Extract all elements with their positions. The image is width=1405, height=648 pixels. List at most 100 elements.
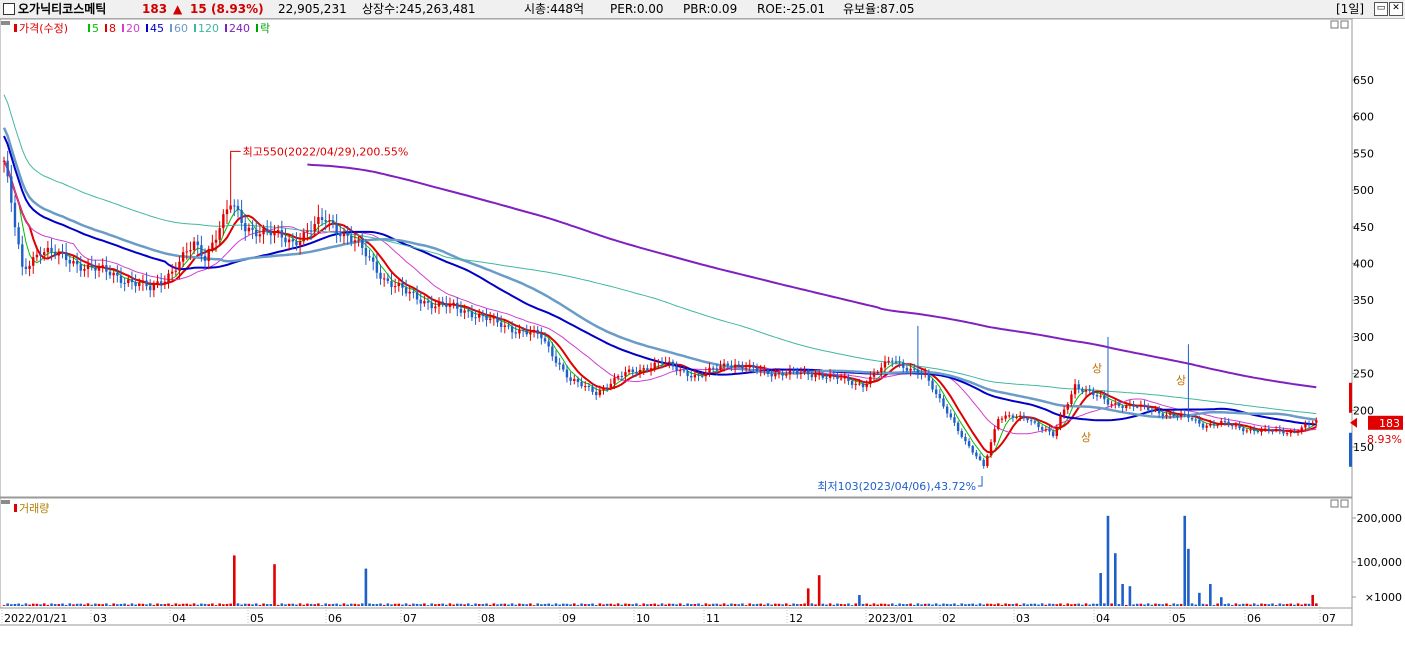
volume-bar: [1176, 604, 1179, 606]
candle-body: [1150, 410, 1154, 412]
candle-body: [595, 391, 598, 396]
candle-body: [225, 209, 229, 215]
volume-legend-swatch: [14, 504, 17, 512]
volume-bar: [858, 595, 861, 606]
candle-body: [390, 280, 393, 288]
restore-window-icon[interactable]: ▭: [1374, 2, 1388, 16]
volume-bar: [613, 604, 616, 606]
close-window-icon[interactable]: ✕: [1389, 2, 1403, 16]
candle-body: [251, 227, 254, 230]
ma-legend-swatch: [194, 24, 196, 32]
volume-bar: [1293, 604, 1296, 606]
candle-body: [90, 264, 93, 268]
price-tick-label: 250: [1353, 368, 1374, 381]
volume-bar: [532, 605, 536, 606]
candle-body: [562, 364, 565, 370]
candle-body: [1048, 429, 1051, 432]
volume-bar: [1095, 603, 1099, 606]
volume-bar: [744, 605, 748, 606]
candle-body: [156, 281, 159, 284]
candle-body: [967, 441, 971, 447]
candle-body: [982, 459, 985, 466]
volume-bar: [441, 603, 444, 606]
candle-body: [510, 326, 514, 333]
volume-bar: [35, 603, 39, 606]
high-pointer-arrow: [230, 150, 241, 160]
volume-bar: [945, 603, 949, 606]
volume-bar: [569, 604, 572, 606]
volume-bar: [1139, 603, 1143, 606]
candle-body: [276, 230, 280, 232]
candle-body: [200, 245, 203, 256]
volume-bar: [192, 603, 196, 606]
volume-bar: [1150, 604, 1154, 606]
period-selector[interactable]: [1일]: [1336, 2, 1365, 16]
volume-bar: [872, 603, 876, 606]
today-range-bar-down: [1349, 432, 1352, 467]
volume-bar: [57, 604, 61, 606]
candle-body: [375, 261, 379, 273]
date-tick-label: 10: [636, 612, 650, 625]
volume-bar: [1059, 603, 1062, 606]
candle-body: [1289, 431, 1292, 434]
price-tick-label: 150: [1353, 441, 1374, 454]
volume-bar: [342, 603, 346, 606]
candle-body: [189, 250, 192, 252]
candle-body: [701, 375, 704, 377]
candle-body: [452, 302, 455, 305]
candle-body: [993, 429, 996, 443]
volume-bar: [229, 603, 232, 606]
candle-body: [587, 386, 591, 388]
candle-body: [1190, 417, 1194, 420]
volume-bar: [865, 603, 869, 606]
volume-bar: [960, 603, 964, 606]
date-tick-label: 07: [1322, 612, 1336, 625]
candle-body: [1019, 415, 1022, 418]
volume-bar: [1285, 603, 1289, 606]
candle-body: [653, 362, 656, 369]
volume-bar: [375, 604, 379, 606]
volume-bar: [240, 604, 243, 606]
volume-bar: [1165, 603, 1168, 606]
candle-body: [419, 299, 422, 304]
volume-bar: [466, 603, 470, 606]
candle-body: [1227, 421, 1230, 426]
volume-bar: [547, 603, 550, 606]
volume-tick-label: ×1000: [1365, 591, 1402, 604]
volume-bar: [1113, 553, 1117, 606]
volume-bar: [1037, 604, 1040, 606]
volume-bar: [1205, 604, 1208, 606]
candle-body: [1114, 403, 1117, 405]
candle-body: [902, 362, 905, 368]
volume-bar: [821, 603, 825, 606]
volume-bar: [1263, 603, 1267, 606]
candle-body: [839, 378, 843, 380]
volume-bar: [942, 603, 945, 606]
volume-bar: [649, 603, 653, 606]
volume-bar: [1245, 603, 1249, 606]
volume-bar: [594, 604, 598, 606]
volume-bar: [1044, 604, 1048, 606]
ma5-line: [3, 160, 1317, 459]
candle-body: [847, 377, 850, 382]
volume-bar: [938, 604, 942, 606]
candle-body: [719, 366, 722, 370]
select-checkbox[interactable]: [3, 3, 15, 15]
volume-bar: [583, 604, 587, 606]
volume-bar: [434, 604, 437, 606]
candle-body: [21, 244, 24, 267]
volume-bar: [635, 603, 638, 606]
candle-body: [580, 382, 583, 387]
candle-body: [152, 283, 156, 291]
candle-body: [690, 375, 693, 378]
volume-bar: [558, 604, 561, 606]
volume-bar: [1143, 604, 1146, 606]
volume-bar: [997, 603, 1000, 606]
candle-body: [415, 292, 419, 300]
volume-bar: [697, 603, 700, 606]
panel-max-icon: [1330, 499, 1339, 508]
date-tick-label: 2023/01: [868, 612, 914, 625]
candle-body: [671, 361, 675, 367]
volume-bar: [777, 603, 781, 606]
fall-legend-label: 락: [260, 22, 270, 35]
